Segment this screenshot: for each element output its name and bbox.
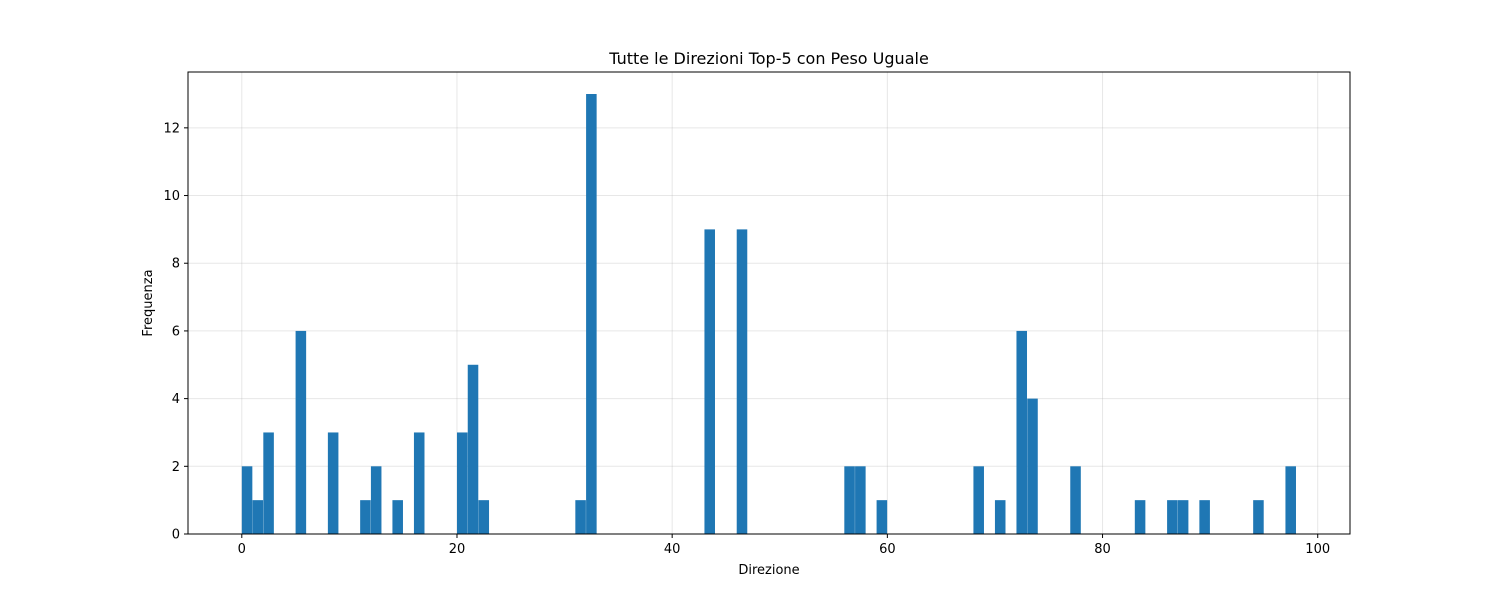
histogram-bar — [586, 94, 597, 534]
x-tick-label: 20 — [449, 542, 466, 557]
histogram-bar — [456, 432, 468, 534]
x-axis-ticks: 0 20 40 60 80 100 — [238, 534, 1330, 557]
histogram-bar — [736, 229, 748, 534]
histogram-bar — [1253, 500, 1264, 534]
histogram-bar — [575, 500, 586, 534]
histogram-bar — [704, 229, 715, 534]
x-axis-label: Direzione — [738, 563, 799, 578]
histogram-bar — [370, 466, 382, 534]
y-axis-ticks: 0 2 4 6 8 10 12 — [163, 121, 188, 543]
histogram-bar — [876, 500, 888, 534]
x-tick-label: 40 — [664, 542, 681, 557]
histogram-bar — [1016, 330, 1028, 534]
histogram-bar — [241, 466, 253, 534]
histogram-bar — [1285, 466, 1296, 534]
histogram-bar — [263, 432, 274, 534]
histogram-bar — [360, 500, 371, 534]
histogram-bar — [855, 466, 866, 534]
histogram-bar — [994, 500, 1006, 534]
y-tick-label: 10 — [163, 189, 180, 204]
histogram-bar — [844, 466, 855, 534]
histogram-bar — [295, 330, 307, 534]
y-axis-label: Frequenza — [141, 269, 156, 336]
y-tick-label: 4 — [172, 392, 180, 407]
bars — [241, 94, 1296, 534]
histogram-bar — [467, 364, 479, 534]
x-tick-label: 0 — [238, 542, 246, 557]
chart-title: Tutte le Direzioni Top-5 con Peso Uguale — [608, 49, 929, 68]
plot-frame — [187, 71, 1351, 535]
histogram-bar — [1134, 500, 1146, 534]
histogram-bar — [1027, 398, 1038, 534]
x-tick-label: 60 — [879, 542, 896, 557]
histogram-bar — [1167, 500, 1178, 534]
histogram-bar — [413, 432, 425, 534]
y-tick-label: 0 — [172, 528, 180, 543]
histogram-bar — [1199, 500, 1210, 534]
histogram-bar — [392, 500, 403, 534]
grid-lines — [188, 72, 1350, 535]
histogram-bar — [1070, 466, 1081, 534]
histogram-bar — [1177, 500, 1189, 534]
histogram-bar — [973, 466, 984, 534]
x-tick-label: 80 — [1094, 542, 1111, 557]
y-tick-label: 2 — [172, 460, 180, 475]
histogram-bar — [327, 432, 339, 534]
x-tick-label: 100 — [1305, 542, 1330, 557]
histogram-bar — [478, 500, 490, 534]
y-tick-label: 8 — [172, 257, 180, 272]
y-tick-label: 12 — [163, 121, 180, 136]
y-tick-label: 6 — [172, 324, 180, 339]
histogram-bar — [252, 500, 264, 534]
